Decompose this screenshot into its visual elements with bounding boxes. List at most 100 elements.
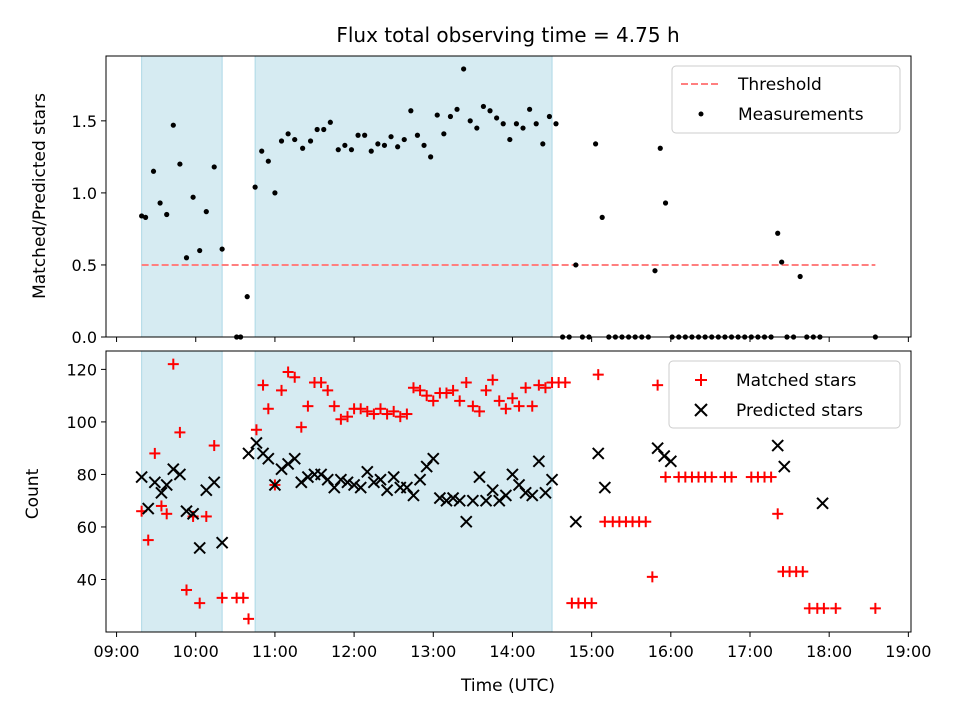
matched-star-marker — [797, 566, 809, 578]
matched-star-marker — [407, 382, 419, 394]
measurement-point — [381, 142, 388, 148]
measurements-legend-swatch — [698, 111, 704, 117]
x-tick-label: 10:00 — [173, 642, 219, 661]
matched-star-marker — [454, 395, 466, 407]
measurement-point — [553, 121, 559, 127]
measurement-point — [142, 214, 149, 220]
matched-star-marker — [237, 592, 249, 604]
x-tick-label: 12:00 — [331, 642, 377, 661]
matched-star-marker — [174, 426, 186, 438]
matched-star-marker — [208, 440, 220, 452]
predicted-star-marker — [486, 483, 499, 497]
predicted-star-marker — [778, 460, 791, 473]
y-tick-label: 0.5 — [72, 256, 97, 275]
observing-interval — [141, 55, 223, 338]
measurement-point — [314, 126, 320, 133]
matched-star-marker — [401, 408, 413, 420]
predicted-star-marker — [288, 452, 301, 465]
matched-star-marker — [155, 500, 167, 512]
predicted-star-marker — [268, 478, 282, 492]
ratio-panel: 0.0 0.5 1.0 1.5 Matched/Predicted stars Thr… — [30, 55, 912, 347]
count-legend-frame — [668, 360, 901, 429]
measurement-point — [321, 126, 327, 133]
measurement-point — [362, 132, 368, 138]
measurement-point — [348, 147, 355, 153]
matched-star-marker — [480, 384, 492, 396]
matched-star-marker — [539, 382, 551, 394]
matched-star-marker — [440, 387, 452, 399]
measurement-point — [408, 108, 414, 114]
measurement-point — [177, 161, 183, 167]
predicted-star-marker — [374, 473, 387, 486]
measurement-point — [480, 103, 487, 110]
y-tick-label: 1.5 — [72, 112, 97, 131]
predicted-legend-swatch — [694, 403, 708, 417]
measurement-point — [197, 247, 203, 254]
predicted-star-marker — [193, 541, 206, 555]
matched-star-marker — [467, 400, 479, 412]
matched-star-marker — [200, 510, 212, 522]
matched-star-marker — [194, 597, 206, 609]
measurement-point — [278, 138, 285, 144]
measurement-point — [513, 121, 520, 127]
predicted-star-marker — [427, 452, 440, 465]
matched-star-marker — [315, 377, 327, 389]
measurement-point — [244, 294, 250, 300]
predicted-star-marker — [664, 455, 678, 468]
y-tick-label: 100 — [66, 413, 97, 432]
predicted-star-marker — [598, 481, 612, 494]
measurement-point — [219, 246, 225, 252]
predicted-star-marker — [334, 473, 348, 486]
measurement-point — [540, 141, 546, 147]
measurement-point — [428, 154, 434, 160]
matched-star-marker — [493, 395, 505, 407]
measurement-point — [395, 144, 401, 150]
matched-star-marker — [142, 534, 154, 546]
matched-star-marker — [289, 371, 301, 383]
predicted-star-marker — [466, 494, 480, 507]
predicted-star-marker — [208, 476, 221, 489]
matched-star-marker — [361, 405, 373, 417]
measurement-point — [211, 164, 217, 170]
measurement-point — [388, 134, 394, 140]
measurement-point — [520, 125, 526, 131]
ratio-y-ticks: 0.0 0.5 1.0 1.5 — [72, 112, 106, 347]
matched-star-marker — [640, 516, 652, 528]
matched-star-marker — [328, 400, 340, 412]
matched-star-marker — [368, 408, 380, 420]
predicted-star-marker — [387, 470, 400, 484]
measurement-point — [527, 106, 533, 112]
measurement-point — [401, 136, 407, 143]
measurement-point — [599, 214, 605, 220]
predicted-star-marker — [519, 486, 532, 500]
predicted-star-marker — [526, 489, 539, 502]
predicted-star-marker — [250, 436, 263, 450]
measurement-point — [170, 122, 176, 128]
matched-star-marker — [295, 421, 307, 433]
measurements-legend-label: Measurements — [738, 105, 864, 125]
y-tick-label: 0.0 — [72, 328, 97, 347]
x-tick-label: 13:00 — [410, 642, 456, 661]
predicted-star-marker — [160, 478, 173, 492]
count-legend: Matched stars Predicted stars — [668, 360, 901, 429]
measurement-point — [507, 136, 513, 143]
measurement-point — [533, 121, 539, 127]
x-tick-label: 16:00 — [648, 642, 694, 661]
ratio-legend-frame — [671, 65, 901, 134]
predicted-star-marker — [380, 483, 394, 497]
measurement-point — [447, 113, 454, 120]
measurement-point — [375, 141, 381, 147]
measurement-point — [421, 142, 427, 148]
measurement-point — [252, 184, 258, 190]
matched-star-marker — [243, 613, 255, 625]
matched-star-marker — [660, 471, 672, 483]
matched-star-marker — [869, 602, 881, 614]
matched-star-marker — [342, 411, 353, 423]
matched-star-marker — [282, 366, 294, 378]
predicted-star-marker — [539, 486, 552, 500]
measurement-point — [662, 200, 669, 206]
measurement-point — [265, 158, 271, 164]
measurement-point — [203, 209, 209, 215]
matched-star-marker — [559, 377, 571, 389]
predicted-star-marker — [440, 494, 453, 507]
